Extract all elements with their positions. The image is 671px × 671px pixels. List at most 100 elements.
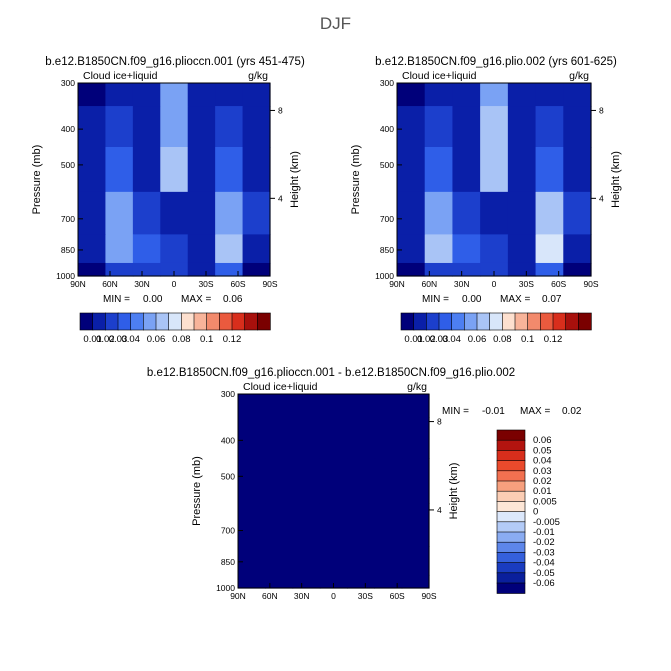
colorbar-swatch xyxy=(489,312,504,331)
colorbar-swatch xyxy=(464,312,478,331)
colorbar-label: 0.1 xyxy=(200,334,213,345)
heatmap-cell xyxy=(401,546,430,576)
colorbar-label: 0.08 xyxy=(493,334,512,345)
colorbar-label: 0.01 xyxy=(83,334,102,345)
colorbar-label: 0.04 xyxy=(442,334,461,345)
heatmap-cell xyxy=(347,546,376,576)
heatmap-cell xyxy=(563,147,592,193)
colorbar-swatch xyxy=(540,312,554,331)
latitude-tick-label: 60N xyxy=(102,279,118,289)
latitude-tick-label: 60S xyxy=(230,279,245,289)
diff-colorbar-label: 0.05 xyxy=(533,445,552,456)
colorbar-swatch xyxy=(514,312,529,331)
heatmap-cell xyxy=(424,147,454,193)
diff-colorbar-label: -0.03 xyxy=(533,547,555,558)
heatmap-cell xyxy=(242,147,271,193)
height-axis-label: Height (km) xyxy=(610,151,622,208)
colorbar-swatch xyxy=(168,312,183,331)
heatmap-cell xyxy=(265,503,294,547)
height-tick-label: 4 xyxy=(437,505,442,515)
heatmap-cell xyxy=(187,147,216,193)
colorbar-label: 0.03 xyxy=(430,334,449,345)
variable-label: Cloud ice+liquid xyxy=(402,70,477,82)
height-tick-label: 8 xyxy=(278,105,283,115)
diff-colorbar-label: 0 xyxy=(533,507,538,518)
heatmap-cell xyxy=(242,234,271,264)
heatmap-cell xyxy=(242,83,271,107)
diff-colorbar-label: -0.06 xyxy=(533,578,555,589)
pressure-tick-label: 500 xyxy=(380,160,394,170)
heatmap-cell xyxy=(187,191,216,235)
heatmap-cell xyxy=(238,394,266,418)
colorbar-swatch xyxy=(413,312,428,331)
pressure-tick-label: 300 xyxy=(221,389,235,399)
colorbar-swatch xyxy=(206,312,221,331)
heatmap-cell xyxy=(347,458,376,505)
max-value: 0.06 xyxy=(223,294,243,305)
heatmap-cell xyxy=(374,417,403,459)
pressure-axis-label: Pressure (mb) xyxy=(191,456,203,526)
heatmap-cell xyxy=(347,574,376,589)
colorbar-swatch xyxy=(502,312,516,331)
variable-label: Cloud ice+liquid xyxy=(243,381,318,393)
colorbar-swatch xyxy=(451,312,466,331)
colorbar-swatch xyxy=(565,312,580,331)
heatmap-cell xyxy=(215,106,244,148)
max-label: MAX = xyxy=(181,294,211,305)
heatmap-cell xyxy=(238,458,266,505)
heatmap-cell xyxy=(401,458,430,505)
heatmap-cell xyxy=(265,394,294,418)
heatmap-cell xyxy=(507,83,537,107)
heatmap-cell xyxy=(292,458,321,505)
latitude-tick-label: 90N xyxy=(389,279,405,289)
heatmap-cell xyxy=(507,106,537,148)
pressure-tick-label: 1000 xyxy=(56,271,75,281)
diff-colorbar-label: 0.02 xyxy=(533,476,552,487)
latitude-tick-label: 0 xyxy=(331,591,336,601)
latitude-tick-label: 30N xyxy=(134,279,150,289)
heatmap-cell xyxy=(238,546,266,576)
diff-colorbar-swatch xyxy=(496,501,526,513)
heatmap-cell xyxy=(507,191,537,235)
heatmap-cell xyxy=(397,106,426,148)
latitude-tick-label: 90S xyxy=(583,279,598,289)
heatmap-cell xyxy=(452,191,481,235)
colorbar-label: 0.06 xyxy=(147,334,166,345)
heatmap-cell xyxy=(242,191,271,235)
height-tick-label: 4 xyxy=(599,193,604,203)
heatmap-cell xyxy=(160,234,189,264)
min-label: MIN = xyxy=(442,406,469,417)
heatmap-cell xyxy=(424,262,454,277)
heatmap-cell xyxy=(563,83,592,107)
pressure-tick-label: 700 xyxy=(380,214,394,224)
colorbar-swatch xyxy=(143,312,157,331)
colorbar-swatch xyxy=(79,312,94,331)
latitude-tick-label: 30S xyxy=(198,279,213,289)
heatmap-cell xyxy=(215,147,244,193)
heatmap-cell xyxy=(105,262,134,277)
heatmap-cell xyxy=(452,262,481,277)
heatmap-cell xyxy=(535,191,564,235)
diff-colorbar-label: -0.05 xyxy=(533,568,555,579)
pressure-tick-label: 300 xyxy=(61,78,75,88)
heatmap-cell xyxy=(397,147,426,193)
latitude-tick-label: 60N xyxy=(422,279,438,289)
heatmap-cell xyxy=(215,83,244,107)
heatmap-cell xyxy=(238,503,266,547)
heatmap-cell xyxy=(397,234,426,264)
latitude-tick-label: 30S xyxy=(358,591,373,601)
colorbar-swatch xyxy=(400,312,415,331)
pressure-tick-label: 700 xyxy=(221,526,235,536)
diff-colorbar-swatch xyxy=(496,450,526,462)
heatmap-cell xyxy=(160,106,189,148)
heatmap-cell xyxy=(78,83,107,107)
heatmap-cell xyxy=(401,394,430,418)
heatmap-cell xyxy=(347,394,376,418)
heatmap-cell xyxy=(187,83,216,107)
height-axis-label: Height (km) xyxy=(289,151,301,208)
pressure-tick-label: 850 xyxy=(380,245,394,255)
heatmap-cell xyxy=(105,106,134,148)
heatmap-cell xyxy=(535,106,564,148)
heatmap-cell xyxy=(292,417,321,459)
heatmap-cell xyxy=(215,262,244,277)
